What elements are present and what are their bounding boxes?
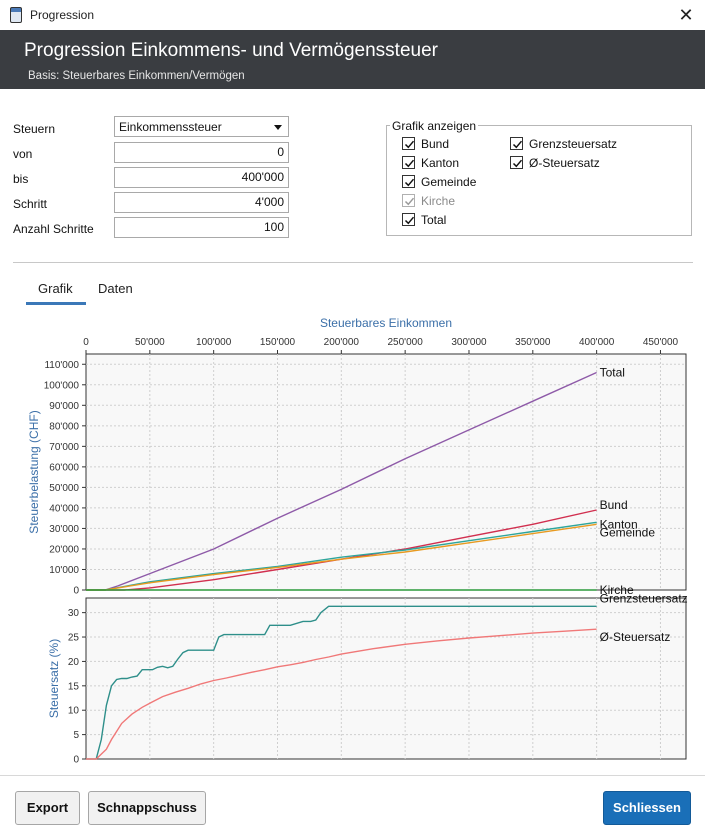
y-tick-label: 110'000: [44, 360, 79, 371]
y-tick-label: 15: [68, 681, 80, 692]
y-tick-label: 25: [68, 633, 80, 644]
bis-input[interactable]: 400'000: [114, 167, 289, 188]
checkbox-durchschnittssteuersatz-box[interactable]: [510, 156, 523, 169]
series-line-bund: [86, 509, 597, 591]
series-label-grenzsteuersatz: Grenzsteuersatz: [600, 591, 688, 605]
footer-divider: [0, 775, 705, 776]
schliessen-button[interactable]: Schliessen: [603, 791, 691, 825]
checkbox-kanton-label: Kanton: [421, 156, 460, 170]
dialog-title: Progression Einkommens- und Vermögensste…: [24, 40, 438, 61]
series-line-gemeinde: [86, 523, 597, 591]
export-button[interactable]: Export: [15, 791, 80, 825]
schritt-label: Schritt: [13, 197, 48, 211]
y-axis-label-steuersatz: Steuersatz (%): [47, 639, 61, 718]
series-label-durchschnittssteuersatz: Ø-Steuersatz: [600, 630, 671, 644]
close-icon[interactable]: ✕: [678, 5, 694, 25]
x-tick-label: 400'000: [579, 337, 615, 348]
x-tick-label: 50'000: [135, 337, 165, 348]
checkbox-total-label: Total: [421, 213, 447, 227]
x-tick-label: 350'000: [515, 337, 551, 348]
grafik-anzeigen-group: [386, 125, 692, 236]
checkbox-kirche-box: [402, 194, 415, 207]
window-titlebar: Progression ✕: [0, 0, 705, 30]
checkbox-gemeinde-label: Gemeinde: [421, 175, 477, 189]
y-axis-label-steuerbelastung: Steuerbelastung (CHF): [27, 410, 41, 533]
x-tick-label: 100'000: [196, 337, 232, 348]
x-tick-label: 250'000: [388, 337, 424, 348]
y-tick-label: 20: [68, 657, 80, 668]
checkbox-durchschnittssteuersatz-label: Ø-Steuersatz: [529, 156, 600, 170]
series-line-total: [86, 371, 597, 591]
von-label: von: [13, 147, 33, 161]
checkbox-kirche-label: Kirche: [421, 194, 456, 208]
tab-daten[interactable]: Daten: [98, 281, 133, 296]
x-tick-label: 450'000: [643, 337, 679, 348]
checkbox-gemeinde-box[interactable]: [402, 175, 415, 188]
y-tick-label: 10'000: [49, 565, 79, 576]
series-label-total: Total: [600, 365, 625, 379]
x-tick-label: 200'000: [324, 337, 360, 348]
plot-area-steuersatz: [85, 597, 687, 760]
checkbox-grenzsteuersatz-box[interactable]: [510, 137, 523, 150]
series-label-kirche: Kirche: [600, 583, 634, 597]
grafik-anzeigen-title: Grafik anzeigen: [390, 119, 479, 133]
dialog-header: Progression Einkommens- und Vermögensste…: [0, 30, 705, 89]
y-tick-label: 90'000: [49, 401, 79, 412]
steuern-select[interactable]: Einkommenssteuer: [114, 116, 289, 137]
steuern-label: Steuern: [13, 122, 56, 136]
steuern-select-value: Einkommenssteuer: [119, 120, 222, 134]
x-tick-label: 300'000: [451, 337, 487, 348]
plot-area-steuerbelastung: [85, 353, 687, 591]
x-axis-label: Steuerbares Einkommen: [320, 316, 452, 330]
y-tick-label: 50'000: [49, 483, 79, 494]
von-input[interactable]: 0: [114, 142, 289, 163]
section-divider: [13, 262, 693, 263]
chevron-down-icon: [274, 125, 282, 130]
checkbox-kanton-box[interactable]: [402, 156, 415, 169]
bis-label: bis: [13, 172, 29, 186]
series-label-kanton: Kanton: [600, 517, 638, 531]
y-tick-label: 100'000: [44, 380, 80, 391]
y-tick-label: 40'000: [49, 503, 79, 514]
window-title: Progression: [30, 8, 95, 22]
anzahl-schritte-label: Anzahl Schritte: [13, 222, 94, 236]
y-tick-label: 60'000: [49, 462, 79, 473]
dialog-subtitle: Basis: Steuerbares Einkommen/Vermögen: [28, 70, 245, 82]
y-tick-label: 0: [73, 586, 79, 597]
app-icon: [10, 7, 22, 23]
progression-chart: 0 50'000 100'000 150'000 200'000 250'000 300'0…: [27, 316, 688, 766]
y-tick-label: 30: [68, 608, 80, 619]
series-label-gemeinde: Gemeinde: [600, 525, 656, 539]
checkbox-total-box[interactable]: [402, 213, 415, 226]
y-tick-label: 70'000: [49, 442, 79, 453]
schritt-input[interactable]: 4'000: [114, 192, 289, 213]
x-tick-label: 150'000: [260, 337, 296, 348]
anzahl-schritte-input[interactable]: 100: [114, 217, 289, 238]
series-label-bund: Bund: [600, 498, 628, 512]
tab-grafik[interactable]: Grafik: [38, 281, 73, 296]
y-tick-label: 30'000: [49, 524, 79, 535]
y-tick-label: 80'000: [49, 421, 79, 432]
series-line-grenzsteuersatz: [86, 605, 597, 760]
y-tick-label: 20'000: [49, 544, 79, 555]
schnappschuss-button[interactable]: Schnappschuss: [88, 791, 206, 825]
tab-active-indicator: [26, 302, 86, 305]
series-line-durchschnittssteuersatz: [86, 628, 597, 760]
y-tick-label: 0: [73, 755, 79, 766]
checkbox-grenzsteuersatz-label: Grenzsteuersatz: [529, 137, 618, 151]
y-tick-label: 10: [68, 706, 80, 717]
checkbox-bund-box[interactable]: [402, 137, 415, 150]
x-tick-label: 0: [83, 337, 89, 348]
y-tick-label: 5: [73, 730, 79, 741]
checkbox-bund-label: Bund: [421, 137, 450, 151]
